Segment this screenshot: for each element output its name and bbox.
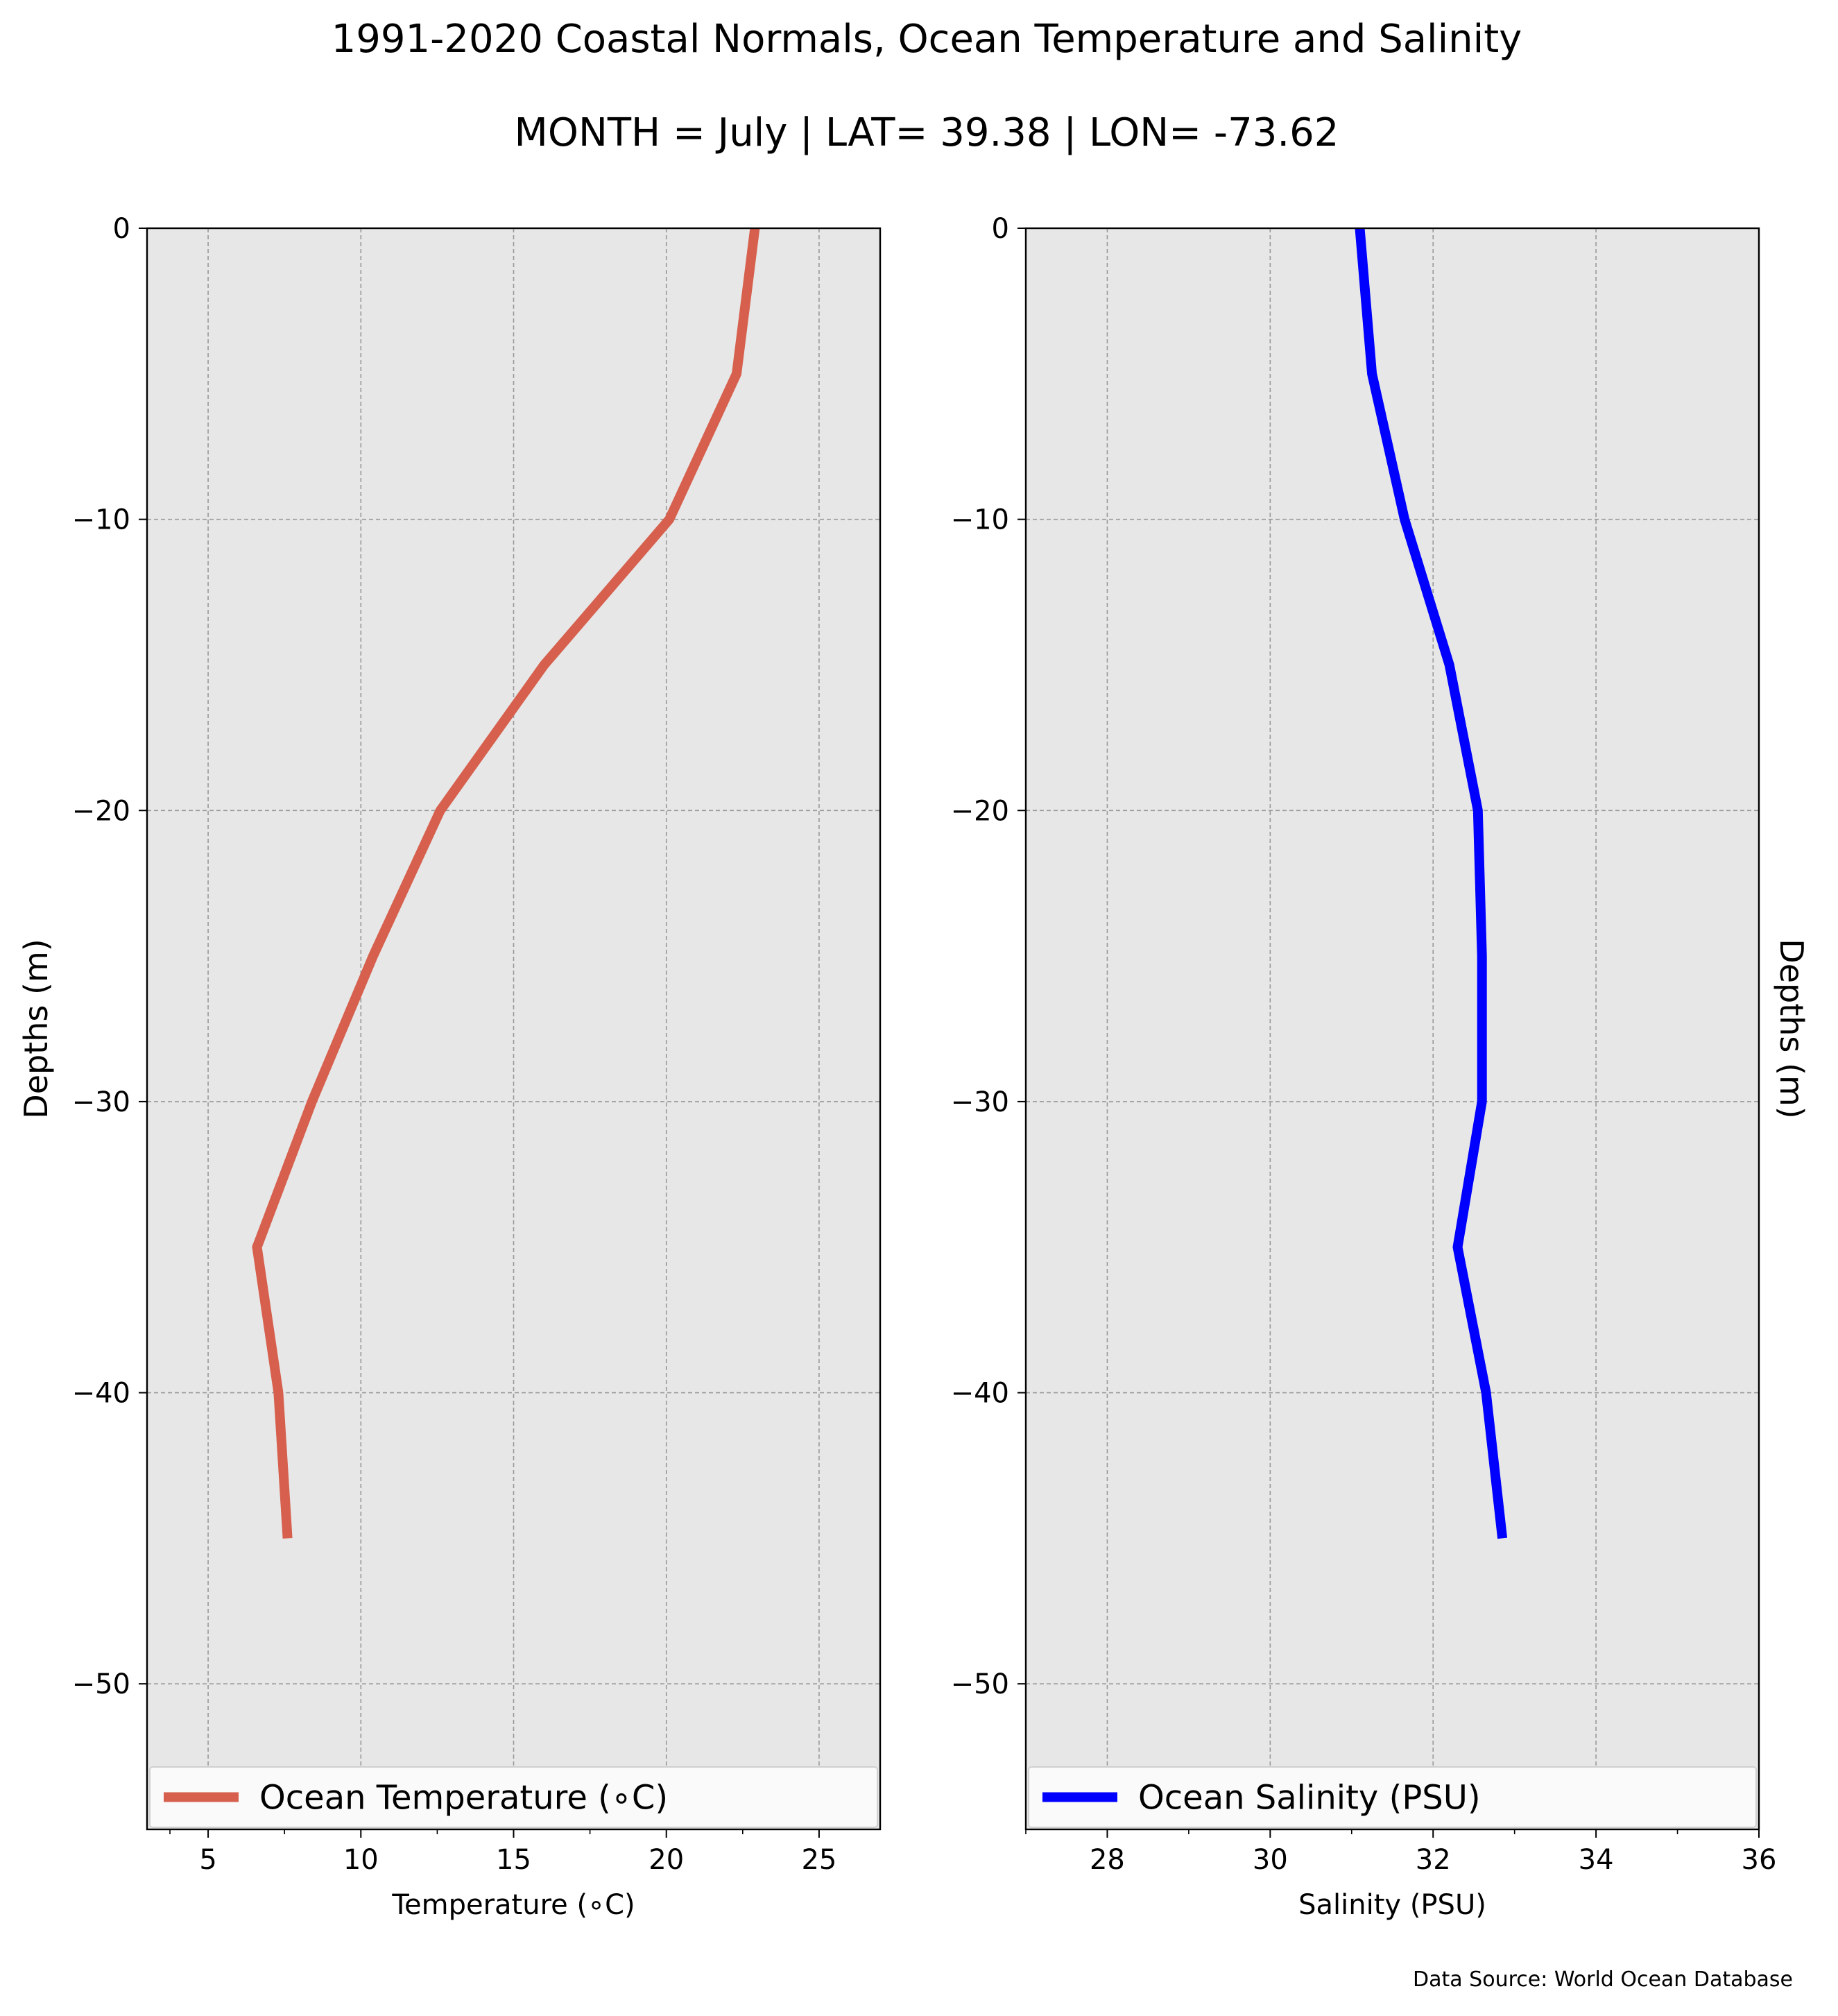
salinity-ytick-label: 0	[992, 213, 1009, 245]
salinity-xtick-label: 32	[1416, 1844, 1451, 1876]
salinity-plot-area	[1026, 228, 1759, 1829]
salinity-xtick-label: 36	[1742, 1844, 1777, 1876]
temperature-grid	[147, 228, 880, 1829]
temperature-ytick-label: −50	[72, 1668, 130, 1700]
salinity-xtick-label: 28	[1090, 1844, 1125, 1876]
salinity-ytick-label: −10	[951, 504, 1009, 536]
temperature-legend: Ocean Temperature (∘C)	[149, 1766, 878, 1828]
temperature-xtick-label: 15	[496, 1844, 531, 1876]
temperature-xaxis-label: Temperature (∘C)	[391, 1889, 635, 1921]
salinity-ytick-label: −20	[951, 795, 1009, 827]
salinity-panel: Ocean Salinity (PSU) 28 30 32 34 36 0 −10 −20 −30…	[951, 213, 1810, 1921]
data-source-note: Data Source: World Ocean Database	[1413, 1967, 1793, 1992]
salinity-xtick-label: 34	[1579, 1844, 1614, 1876]
temperature-legend-label: Ocean Temperature (∘C)	[259, 1779, 668, 1818]
temperature-ytick-label: −30	[72, 1086, 130, 1118]
temperature-legend-box	[149, 1766, 878, 1828]
temperature-yaxis-label: Depths (m)	[17, 939, 55, 1118]
temperature-ytick-label: −10	[72, 504, 130, 536]
temperature-ytick-label: −40	[72, 1378, 130, 1410]
salinity-legend: Ocean Salinity (PSU)	[1028, 1766, 1757, 1828]
temperature-ytick-label: 0	[113, 213, 130, 245]
temperature-panel: Ocean Temperature (∘C) 5 10 15 20 25 0 −10 −20 −3…	[17, 213, 882, 1921]
temperature-ytick-label: −20	[72, 795, 130, 827]
temperature-xtick-label: 10	[343, 1844, 379, 1876]
chart-title: 1991-2020 Coastal Normals, Ocean Tempera…	[332, 17, 1522, 62]
salinity-series-line	[1355, 228, 1508, 1539]
salinity-ytick-label: −40	[951, 1378, 1009, 1410]
salinity-legend-box	[1028, 1766, 1757, 1828]
salinity-grid	[1026, 228, 1759, 1829]
salinity-legend-label: Ocean Salinity (PSU)	[1138, 1779, 1481, 1818]
salinity-xaxis-label: Salinity (PSU)	[1298, 1889, 1486, 1921]
salinity-ytick-label: −50	[951, 1668, 1009, 1700]
temperature-xtick-label: 25	[801, 1844, 836, 1876]
salinity-ytick-label: −30	[951, 1086, 1009, 1118]
temperature-xtick-label: 20	[649, 1844, 684, 1876]
chart-subtitle: MONTH = July | LAT= 39.38 | LON= -73.62	[515, 110, 1339, 155]
salinity-yaxis-label: Depths (m)	[1773, 939, 1810, 1118]
temperature-xtick-label: 5	[199, 1844, 216, 1876]
salinity-xtick-label: 30	[1253, 1844, 1288, 1876]
salinity-axes-frame	[1024, 227, 1760, 1831]
temperature-series-line	[252, 228, 760, 1539]
